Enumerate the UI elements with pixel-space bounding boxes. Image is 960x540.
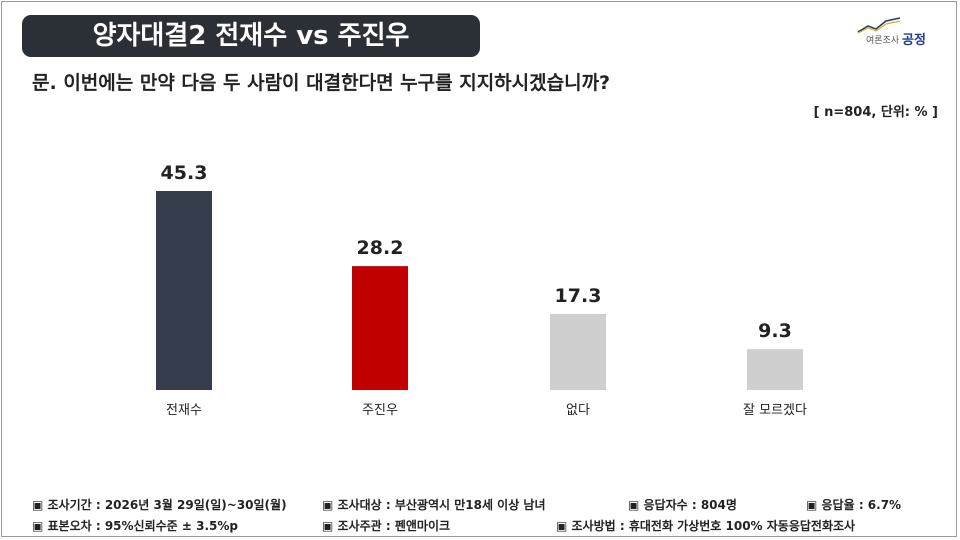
footer-survey-period: ▣ 조사기간 : 2026년 3월 29일(일)~30일(월) xyxy=(32,498,287,512)
category-label-4: 잘 모르겠다 xyxy=(743,403,807,418)
data-label-4: 9.3 xyxy=(758,320,792,342)
data-label-1: 45.3 xyxy=(161,162,208,184)
category-label-1: 전재수 xyxy=(166,403,202,418)
page-title: 양자대결2 전재수 vs 주진우 xyxy=(22,15,480,57)
bar-4 xyxy=(747,349,803,390)
footer-response-rate: ▣ 응답율 : 6.7% xyxy=(806,498,902,512)
survey-question: 문. 이번에는 만약 다음 두 사람이 대결한다면 누구를 지지하시겠습니까? xyxy=(32,72,611,94)
logo-small-text: 여론조사 xyxy=(866,36,900,46)
data-label-3: 17.3 xyxy=(555,285,602,307)
category-label-2: 주진우 xyxy=(362,403,398,418)
footer-survey-target: ▣ 조사대상 : 부산광역시 만18세 이상 남녀 xyxy=(322,498,546,512)
footer-sampling-error: ▣ 표본오차 : 95%신뢰수준 ± 3.5%p xyxy=(32,519,238,533)
logo: 여론조사 공정 xyxy=(852,16,942,52)
category-label-3: 없다 xyxy=(566,403,590,418)
logo-chart-icon xyxy=(857,17,901,34)
footer-survey-host: ▣ 조사주관 : 펜앤마이크 xyxy=(322,519,451,533)
bar-2 xyxy=(352,266,408,390)
data-label-2: 28.2 xyxy=(357,237,404,259)
sample-size-unit: [ n=804, 단위: % ] xyxy=(813,105,938,120)
bar-1 xyxy=(156,191,212,390)
footer-survey-method: ▣ 조사방법 : 휴대전화 가상번호 100% 자동응답전화조사 xyxy=(556,519,856,533)
logo-brand-text: 공정 xyxy=(902,33,926,48)
footer-respondents: ▣ 응답자수 : 804명 xyxy=(628,498,737,512)
bar-3 xyxy=(550,314,606,390)
